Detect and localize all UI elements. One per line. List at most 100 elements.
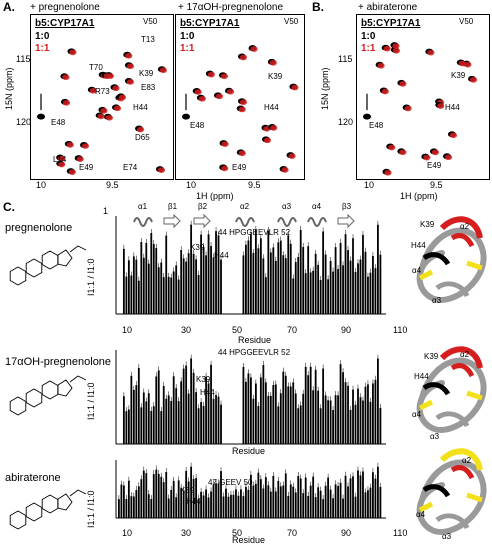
bar	[262, 488, 265, 518]
struct-label-k39: K39	[424, 352, 439, 361]
bar	[120, 484, 123, 518]
peak-bound	[62, 74, 70, 81]
bar	[322, 499, 325, 518]
bar	[160, 262, 163, 314]
bar	[359, 397, 362, 444]
bar	[222, 496, 225, 518]
peak-bound	[239, 99, 248, 106]
bar	[150, 233, 153, 314]
bar	[252, 485, 255, 518]
bar	[130, 375, 133, 444]
peak-bound	[221, 141, 229, 147]
ring-a	[9, 396, 27, 416]
bar	[267, 395, 270, 444]
bar	[274, 384, 277, 444]
bar	[359, 259, 362, 314]
peak-bound	[239, 54, 248, 61]
legend-black: 1:0	[180, 31, 195, 42]
bar	[145, 401, 148, 444]
bar	[342, 265, 344, 314]
legend-red: 1:1	[180, 43, 195, 54]
ring-b	[25, 388, 43, 408]
bar	[379, 407, 382, 444]
bar	[264, 277, 267, 314]
panel-a-left-condition: + pregnenolone	[30, 2, 100, 13]
bar	[334, 247, 337, 314]
bar	[242, 496, 245, 518]
bar	[289, 386, 292, 444]
bar	[347, 250, 349, 314]
bar	[352, 476, 354, 518]
bar	[162, 482, 165, 518]
peak-free	[182, 113, 190, 120]
peak-bound	[113, 105, 122, 112]
ring-c	[41, 494, 59, 514]
bar	[182, 490, 185, 518]
peak-bound	[377, 62, 385, 69]
bar-chart-17aoh-pregnenolone	[115, 350, 386, 445]
bar	[207, 497, 210, 518]
side-chain	[69, 489, 87, 497]
x-tick: 70	[287, 528, 298, 538]
bar	[252, 398, 255, 444]
x-tick: 50	[232, 325, 243, 335]
x-tick: 30	[181, 528, 192, 538]
bar	[284, 258, 287, 314]
bar	[147, 263, 150, 314]
bar	[269, 491, 272, 518]
bar	[185, 365, 188, 444]
helix-alpha2	[439, 448, 483, 471]
bar	[304, 273, 307, 314]
peak-label-h44: H44	[133, 103, 148, 112]
bar	[177, 401, 180, 444]
bar	[210, 364, 212, 444]
motif-annotation: 47 GEEV 50	[208, 478, 253, 487]
strand-yellow	[418, 501, 434, 513]
peak-label-k39: K39	[268, 72, 283, 81]
bar	[322, 368, 325, 444]
spectrum-b: b5:CYP17A1 1:0 1:1 V50 K39 H44 E48 E49	[356, 14, 490, 180]
bar	[250, 233, 252, 314]
bar	[118, 499, 120, 518]
spectrum-peaks	[363, 42, 478, 176]
peak-bound	[437, 103, 445, 109]
bar	[217, 396, 220, 444]
bar	[165, 398, 168, 444]
peak-bound	[250, 46, 258, 52]
bar	[242, 255, 245, 314]
peak-bound	[105, 114, 113, 121]
bar	[155, 469, 158, 518]
bar	[259, 238, 262, 314]
row-y-axis-label: I1:1 / I1:0	[86, 490, 96, 528]
x-tick: 110	[393, 325, 408, 335]
bar	[334, 395, 337, 444]
ss-label: β3	[342, 202, 352, 211]
peak-label-e48: E48	[190, 121, 205, 130]
panel-a-right-condition: + 17αOH-pregnenolone	[178, 2, 284, 13]
bar	[145, 473, 148, 518]
peak-bound	[198, 95, 206, 102]
bar	[349, 478, 352, 518]
spectrum-peaks	[182, 45, 299, 173]
peak-bound	[383, 45, 391, 52]
bar	[339, 242, 342, 314]
bar	[349, 409, 352, 444]
bar	[332, 271, 334, 314]
bar	[235, 489, 237, 518]
legend-red: 1:1	[361, 43, 376, 54]
bar	[377, 358, 379, 444]
peak-bound	[281, 167, 289, 173]
structure-ribbon	[416, 448, 487, 535]
bar	[277, 480, 280, 518]
peak-bound	[444, 154, 453, 161]
helix-alpha2	[439, 216, 483, 239]
bar	[362, 400, 364, 444]
bar	[294, 262, 297, 314]
bar	[329, 489, 332, 518]
peak-bound	[464, 61, 472, 68]
bar	[190, 466, 193, 518]
peak-label-k39: K39	[139, 69, 154, 78]
helix-highlight	[450, 363, 475, 378]
bar	[190, 224, 193, 314]
bar	[227, 496, 230, 518]
